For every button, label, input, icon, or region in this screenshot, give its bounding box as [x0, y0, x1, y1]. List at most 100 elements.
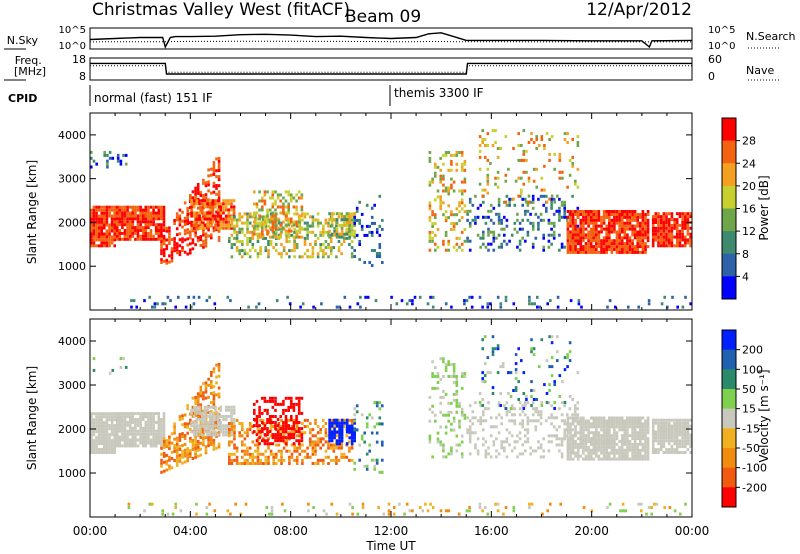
heatmap-cell	[275, 299, 279, 303]
heatmap-cell	[494, 347, 497, 351]
heatmap-cell	[210, 233, 213, 237]
heatmap-cell	[665, 232, 668, 236]
heatmap-cell	[219, 205, 223, 209]
heatmap-cell	[455, 248, 459, 252]
heatmap-cell	[481, 347, 484, 351]
heatmap-cell	[263, 396, 267, 400]
heatmap-cell	[115, 420, 119, 424]
heatmap-cell	[589, 242, 593, 246]
heatmap-cell	[569, 210, 572, 213]
heatmap-cell	[314, 440, 317, 444]
heatmap-cell	[215, 425, 218, 429]
heatmap-cell	[202, 197, 205, 201]
heatmap-cell	[657, 226, 660, 230]
heatmap-cell	[503, 404, 506, 408]
heatmap-cell	[486, 167, 490, 171]
heatmap-cell	[574, 224, 577, 228]
heatmap-cell	[439, 440, 442, 444]
heatmap-cell	[253, 418, 256, 421]
heatmap-cell	[327, 221, 330, 225]
heatmap-cell	[348, 218, 351, 222]
heatmap-cell	[644, 215, 647, 219]
heatmap-cell	[516, 212, 519, 216]
heatmap-cell	[195, 512, 198, 516]
heatmap-cell	[257, 302, 261, 306]
heatmap-cell	[465, 299, 469, 303]
heatmap-cell	[276, 433, 280, 437]
heatmap-cell	[665, 226, 668, 230]
heatmap-cell	[235, 449, 239, 453]
heatmap-cell	[620, 457, 624, 461]
heatmap-cell	[641, 431, 645, 435]
heatmap-cell	[136, 208, 140, 212]
heatmap-cell	[338, 232, 341, 236]
heatmap-cell	[684, 439, 687, 443]
heatmap-cell	[157, 432, 161, 436]
heatmap-cell	[378, 252, 382, 255]
heatmap-cell	[309, 243, 312, 246]
heatmap-cell	[345, 418, 349, 422]
heatmap-cell	[115, 226, 119, 230]
heatmap-cell	[595, 215, 598, 219]
heatmap-cell	[90, 214, 93, 218]
heatmap-cell	[639, 250, 642, 254]
heatmap-cell	[216, 418, 220, 421]
heatmap-cell	[330, 218, 334, 222]
heatmap-cell	[618, 428, 621, 432]
heatmap-cell	[670, 433, 674, 437]
heatmap-cell	[350, 252, 354, 256]
heatmap-cell	[224, 414, 228, 418]
heatmap-cell	[589, 213, 593, 216]
heatmap-cell	[681, 305, 685, 309]
heatmap-cell	[131, 234, 135, 238]
heatmap-cell	[651, 448, 655, 452]
heatmap-cell	[348, 232, 351, 236]
heatmap-cell	[644, 419, 647, 423]
heatmap-cell	[92, 159, 96, 163]
heatmap-cell	[119, 365, 123, 369]
heatmap-cell	[282, 430, 285, 434]
heatmap-cell	[587, 245, 590, 249]
heatmap-cell	[368, 261, 371, 264]
heatmap-cell	[212, 229, 216, 233]
heatmap-cell	[651, 238, 655, 242]
heatmap-cell	[335, 224, 338, 228]
heatmap-cell	[190, 205, 193, 209]
heatmap-cell	[530, 404, 533, 407]
heatmap-cell	[436, 372, 440, 376]
heatmap-cell	[198, 199, 201, 203]
heatmap-cell	[160, 435, 163, 439]
heatmap-cell	[592, 213, 596, 216]
heatmap-cell	[508, 200, 511, 204]
heatmap-cell	[216, 226, 220, 230]
heatmap-cell	[353, 212, 356, 216]
heatmap-cell	[126, 229, 129, 232]
heatmap-cell	[602, 210, 606, 213]
heatmap-cell	[623, 440, 627, 443]
heatmap-cell	[368, 449, 371, 453]
heatmap-cell	[210, 386, 213, 389]
heatmap-cell	[675, 427, 679, 431]
heatmap-cell	[492, 236, 496, 240]
heatmap-cell	[434, 213, 437, 217]
heatmap-cell	[615, 434, 619, 438]
heatmap-cell	[105, 211, 109, 215]
heatmap-cell	[455, 404, 459, 408]
heatmap-cell	[197, 295, 201, 299]
heatmap-cell	[452, 153, 456, 157]
heatmap-cell	[254, 462, 257, 465]
heatmap-cell	[678, 244, 682, 248]
heatmap-cell	[675, 244, 679, 248]
heatmap-cell	[526, 233, 530, 237]
heatmap-cell	[202, 382, 205, 386]
heatmap-cell	[267, 240, 270, 243]
heatmap-cell	[288, 240, 291, 243]
heatmap-cell	[563, 245, 566, 249]
heatmap-cell	[147, 231, 150, 235]
heatmap-cell	[589, 227, 593, 231]
heatmap-cell	[450, 222, 453, 226]
heatmap-cell	[673, 436, 676, 440]
heatmap-cell	[571, 233, 575, 237]
heatmap-cell	[287, 235, 290, 239]
heatmap-cell	[444, 392, 448, 396]
